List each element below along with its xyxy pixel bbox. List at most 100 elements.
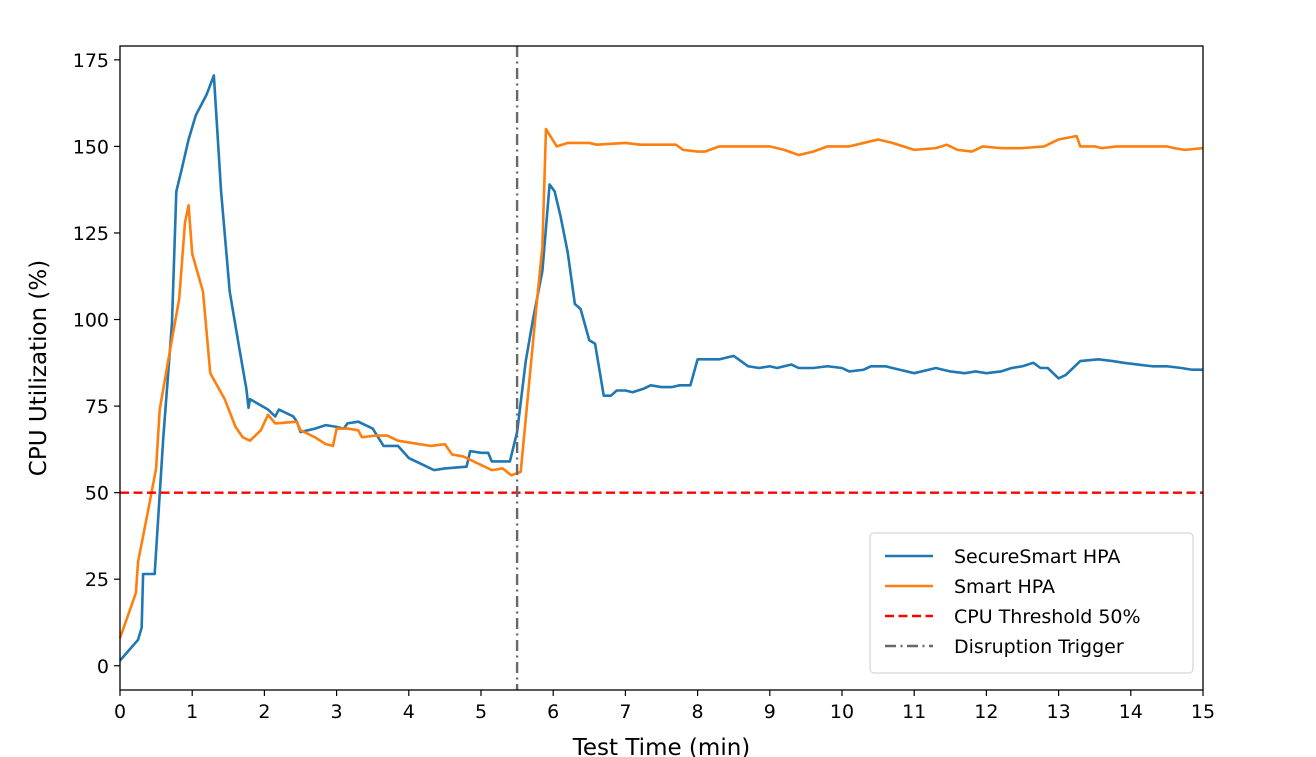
legend-label-cpu-threshold-50: CPU Threshold 50% <box>954 606 1141 628</box>
data-point-smart-hpa <box>542 246 543 247</box>
axis-ticks-layer: 0 1 2 3 4 5 6 7 8 9 10 11 12 13 14 15025507510012515017… <box>73 50 1215 723</box>
data-point-securesmart-hpa <box>813 367 814 368</box>
x-tick-label: 11 <box>902 701 926 723</box>
series-line-securesmart-hpa <box>119 74 1203 662</box>
data-point-securesmart-hpa <box>176 191 177 192</box>
data-point-smart-hpa <box>249 440 250 441</box>
data-point-securesmart-hpa <box>480 452 481 453</box>
data-point-securesmart-hpa <box>517 431 518 432</box>
data-point-smart-hpa <box>935 148 936 149</box>
data-point-smart-hpa <box>733 146 734 147</box>
data-point-securesmart-hpa <box>841 367 842 368</box>
data-point-smart-hpa <box>1000 148 1001 149</box>
data-point-securesmart-hpa <box>769 366 770 367</box>
data-point-smart-hpa <box>188 205 189 206</box>
x-tick-label: 2 <box>258 701 270 723</box>
data-point-smart-hpa <box>358 430 359 431</box>
data-point-smart-hpa <box>827 146 828 147</box>
data-point-securesmart-hpa <box>444 468 445 469</box>
y-axis-title: CPU Utilization (%) <box>26 260 52 476</box>
data-point-smart-hpa <box>430 445 431 446</box>
data-point-securesmart-hpa <box>137 639 138 640</box>
data-point-smart-hpa <box>589 142 590 143</box>
data-point-securesmart-hpa <box>1192 369 1193 370</box>
data-point-smart-hpa <box>914 149 915 150</box>
data-point-securesmart-hpa <box>358 421 359 422</box>
data-point-securesmart-hpa <box>325 425 326 426</box>
data-point-securesmart-hpa <box>1098 359 1099 360</box>
legend: SecureSmart HPA Smart HPA CPU Threshold 50… <box>869 532 1194 674</box>
data-point-smart-hpa <box>957 149 958 150</box>
data-point-smart-hpa <box>397 440 398 441</box>
data-point-smart-hpa <box>903 146 904 147</box>
data-point-smart-hpa <box>314 437 315 438</box>
legend-label-smart-hpa: Smart HPA <box>954 576 1055 598</box>
y-tick-label: 50 <box>85 483 109 505</box>
data-point-smart-hpa <box>159 409 160 410</box>
data-point-securesmart-hpa <box>347 423 348 424</box>
data-point-securesmart-hpa <box>870 366 871 367</box>
data-point-smart-hpa <box>462 456 463 457</box>
data-point-smart-hpa <box>1094 146 1095 147</box>
legend-label-securesmart-hpa: SecureSmart HPA <box>954 546 1120 568</box>
reference-lines-layer <box>120 46 1203 690</box>
data-point-securesmart-hpa <box>470 451 471 452</box>
x-tick-label: 15 <box>1191 701 1215 723</box>
data-point-securesmart-hpa <box>827 366 828 367</box>
data-point-smart-hpa <box>408 442 409 443</box>
data-point-smart-hpa <box>1101 148 1102 149</box>
data-point-smart-hpa <box>325 444 326 445</box>
data-point-smart-hpa <box>1058 139 1059 140</box>
y-tick-label: 0 <box>97 656 109 678</box>
data-point-smart-hpa <box>156 468 157 469</box>
data-point-securesmart-hpa <box>275 416 276 417</box>
data-point-securesmart-hpa <box>554 191 555 192</box>
data-point-securesmart-hpa <box>1080 360 1081 361</box>
data-point-smart-hpa <box>784 149 785 150</box>
x-tick-label: 4 <box>403 701 415 723</box>
data-point-smart-hpa <box>625 142 626 143</box>
data-point-securesmart-hpa <box>964 373 965 374</box>
x-tick-label: 12 <box>974 701 998 723</box>
data-point-smart-hpa <box>639 144 640 145</box>
x-tick-label: 0 <box>114 701 126 723</box>
x-tick-label: 1 <box>186 701 198 723</box>
data-point-smart-hpa <box>332 445 333 446</box>
y-tick-label: 25 <box>85 569 109 591</box>
data-point-smart-hpa <box>184 222 185 223</box>
data-point-smart-hpa <box>798 154 799 155</box>
data-point-smart-hpa <box>675 144 676 145</box>
data-point-smart-hpa <box>361 437 362 438</box>
data-point-smart-hpa <box>210 373 211 374</box>
data-point-smart-hpa <box>1166 146 1167 147</box>
data-point-securesmart-hpa <box>986 373 987 374</box>
data-point-smart-hpa <box>491 470 492 471</box>
data-point-smart-hpa <box>1076 135 1077 136</box>
data-point-securesmart-hpa <box>616 390 617 391</box>
x-axis-title: Test Time (min) <box>572 735 751 757</box>
data-point-smart-hpa <box>1174 148 1175 149</box>
data-point-securesmart-hpa <box>950 371 951 372</box>
data-point-smart-hpa <box>697 151 698 152</box>
x-tick-label: 10 <box>830 701 854 723</box>
data-point-smart-hpa <box>137 561 138 562</box>
data-point-securesmart-hpa <box>188 139 189 140</box>
data-point-securesmart-hpa <box>525 360 526 361</box>
data-point-smart-hpa <box>719 146 720 147</box>
data-point-smart-hpa <box>878 139 879 140</box>
data-point-smart-hpa <box>296 421 297 422</box>
data-point-smart-hpa <box>148 506 149 507</box>
data-point-securesmart-hpa <box>408 457 409 458</box>
data-point-smart-hpa <box>520 471 521 472</box>
x-tick-label: 7 <box>619 701 631 723</box>
data-point-smart-hpa <box>946 144 947 145</box>
data-point-securesmart-hpa <box>1152 366 1153 367</box>
data-point-securesmart-hpa <box>383 445 384 446</box>
legend-box <box>869 532 1194 674</box>
data-point-smart-hpa <box>179 298 180 299</box>
data-point-smart-hpa <box>376 435 377 436</box>
data-point-smart-hpa <box>849 146 850 147</box>
data-point-securesmart-hpa <box>899 369 900 370</box>
data-point-smart-hpa <box>275 423 276 424</box>
